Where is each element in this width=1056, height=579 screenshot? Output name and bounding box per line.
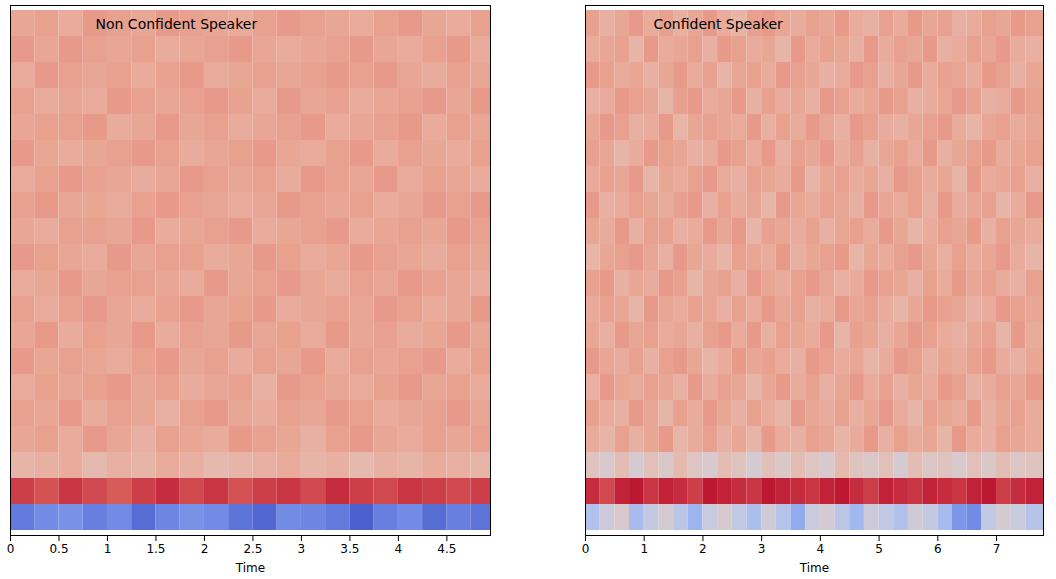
- svg-text:3: 3: [758, 542, 766, 556]
- svg-text:4: 4: [817, 542, 825, 556]
- svg-text:6: 6: [934, 542, 942, 556]
- svg-text:0.5: 0.5: [49, 542, 68, 556]
- svg-text:0: 0: [7, 542, 15, 556]
- svg-text:Time: Time: [799, 561, 829, 575]
- svg-text:3.5: 3.5: [340, 542, 359, 556]
- svg-text:Confident Speaker: Confident Speaker: [654, 16, 784, 32]
- svg-text:3: 3: [298, 542, 306, 556]
- svg-text:1: 1: [104, 542, 112, 556]
- svg-text:7: 7: [993, 542, 1001, 556]
- svg-text:4.5: 4.5: [437, 542, 456, 556]
- svg-text:2.5: 2.5: [243, 542, 262, 556]
- svg-text:2: 2: [201, 542, 209, 556]
- svg-text:Non Confident Speaker: Non Confident Speaker: [96, 16, 258, 32]
- svg-text:1.5: 1.5: [146, 542, 165, 556]
- svg-text:2: 2: [699, 542, 707, 556]
- svg-text:4: 4: [395, 542, 403, 556]
- svg-text:Time: Time: [235, 561, 265, 575]
- svg-text:1: 1: [640, 542, 648, 556]
- svg-text:0: 0: [582, 542, 590, 556]
- svg-text:5: 5: [875, 542, 883, 556]
